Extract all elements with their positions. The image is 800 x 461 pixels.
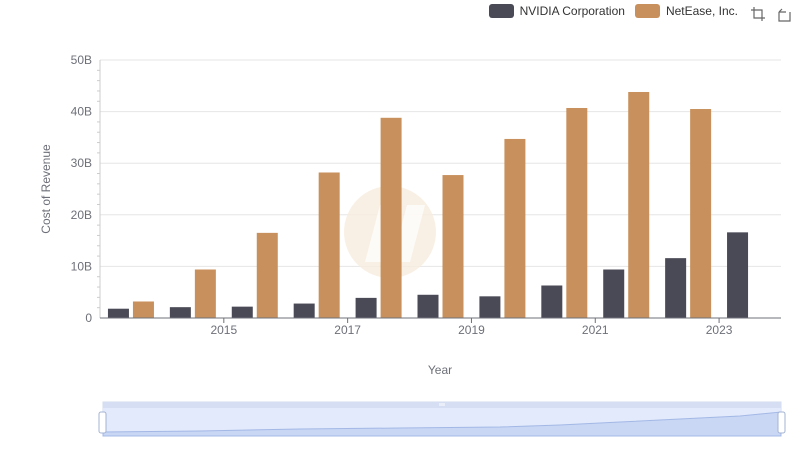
y-axis-title: Cost of Revenue [39, 144, 53, 234]
y-tick-label: 20B [71, 208, 92, 222]
bar-netease-2016[interactable] [256, 232, 278, 318]
bar-nvidia-2016[interactable] [231, 306, 253, 318]
legend-swatch-netease [634, 4, 660, 18]
bar-nvidia-2018[interactable] [355, 297, 377, 318]
x-tick-label: 2023 [706, 323, 733, 337]
data-zoom-slider[interactable] [98, 401, 786, 437]
y-tick-label: 10B [71, 259, 92, 273]
bar-netease-2018[interactable] [380, 117, 402, 319]
data-zoom-handle-right[interactable] [777, 411, 786, 434]
x-tick-label: 2017 [334, 323, 361, 337]
bar-nvidia-2015[interactable] [169, 307, 191, 318]
axes [97, 60, 781, 323]
bar-netease-2015[interactable] [194, 269, 216, 318]
bars-group [107, 91, 749, 319]
bar-nvidia-2021[interactable] [541, 285, 563, 318]
y-tick-label: 30B [71, 156, 92, 170]
bar-nvidia-2017[interactable] [293, 303, 315, 318]
y-tick-labels: 0 10B 20B 30B 40B 50B [71, 53, 93, 325]
legend-swatch-nvidia [488, 4, 514, 18]
y-tick-label: 0 [85, 311, 92, 325]
legend-label-netease: NetEase, Inc. [665, 4, 738, 18]
legend: NVIDIA Corporation NetEase, Inc. [488, 4, 738, 18]
legend-label-nvidia: NVIDIA Corporation [519, 4, 625, 18]
data-zoom-preview-area [102, 411, 782, 437]
zoom-icon[interactable] [750, 6, 766, 22]
bar-nvidia-2023[interactable] [665, 258, 687, 318]
x-tick-labels: 2015 2017 2019 2021 2023 [210, 323, 732, 337]
grid-lines [100, 59, 781, 267]
bar-netease-2023[interactable] [690, 109, 712, 319]
x-tick-label: 2019 [458, 323, 485, 337]
legend-item-netease[interactable]: NetEase, Inc. [634, 4, 738, 18]
toolbox [750, 6, 792, 22]
bar-nvidia-2022[interactable] [603, 269, 625, 318]
bar-nvidia-2019[interactable] [417, 294, 439, 318]
y-tick-label: 50B [71, 53, 92, 67]
bar-netease-2014[interactable] [132, 301, 154, 318]
bar-netease-2020[interactable] [504, 138, 526, 318]
bar-netease-2017[interactable] [318, 172, 340, 318]
bar-netease-2021[interactable] [566, 107, 588, 318]
x-axis-title: Year [428, 363, 452, 377]
y-tick-label: 40B [71, 105, 92, 119]
restore-icon[interactable] [776, 6, 792, 22]
x-tick-label: 2015 [210, 323, 237, 337]
bar-nvidia-2020[interactable] [479, 296, 501, 318]
data-zoom-grip-icon[interactable] [439, 403, 445, 406]
bar-nvidia-2014[interactable] [107, 308, 129, 318]
data-zoom-handle-left[interactable] [98, 411, 107, 434]
legend-item-nvidia[interactable]: NVIDIA Corporation [488, 4, 625, 18]
bar-nvidia-2024[interactable] [727, 232, 749, 318]
x-tick-label: 2021 [582, 323, 609, 337]
bar-netease-2022[interactable] [628, 91, 650, 318]
bar-netease-2019[interactable] [442, 175, 464, 318]
